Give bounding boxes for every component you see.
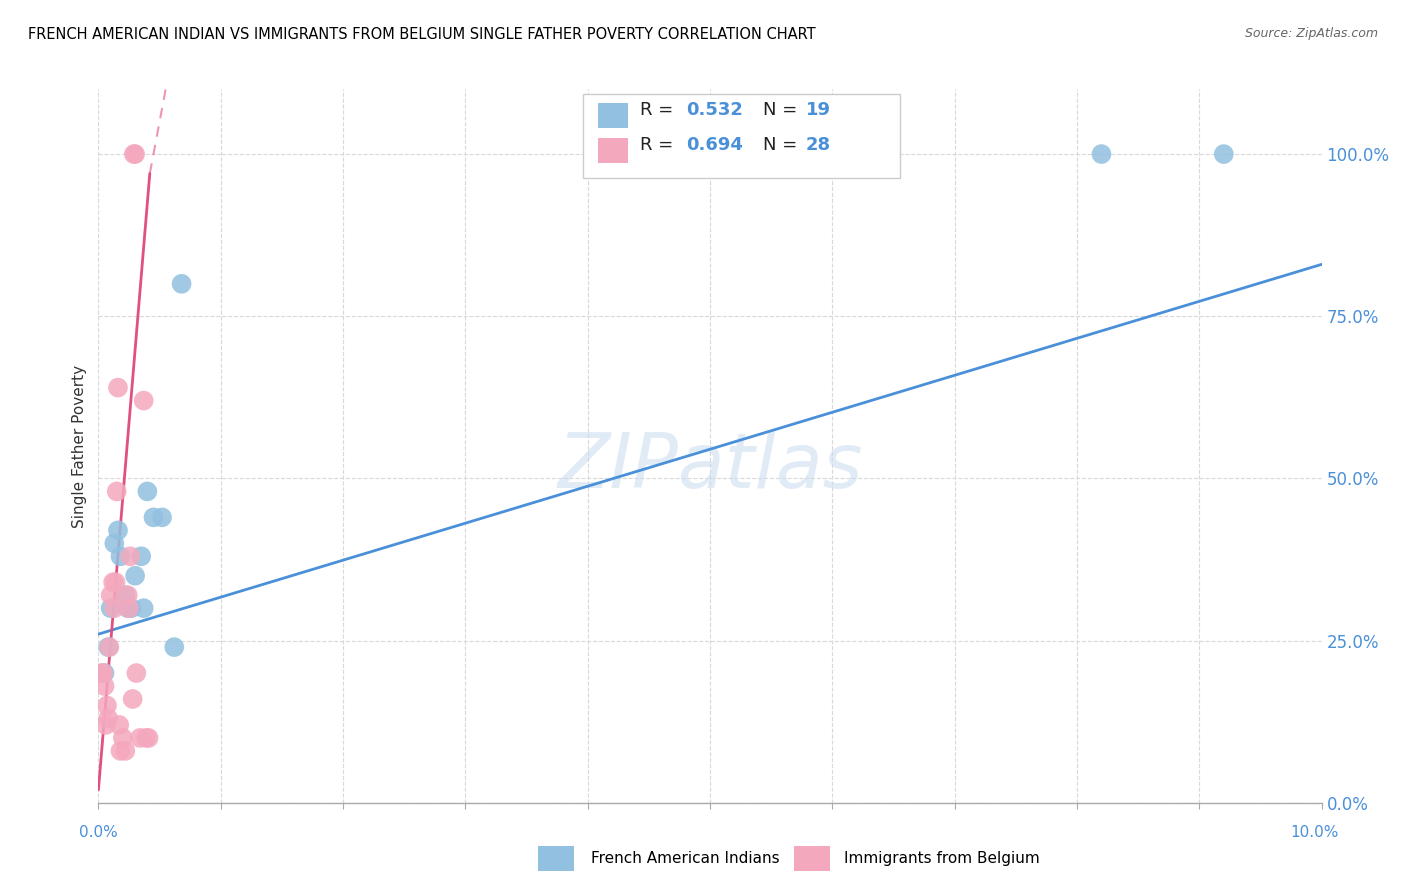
Point xyxy=(114,744,136,758)
Point xyxy=(93,666,115,681)
Y-axis label: Single Father Poverty: Single Father Poverty xyxy=(72,365,87,527)
Point xyxy=(132,393,155,408)
Point xyxy=(117,588,139,602)
Point xyxy=(110,549,132,564)
Point xyxy=(129,549,152,564)
Point xyxy=(104,575,127,590)
Point xyxy=(90,666,112,681)
Text: 19: 19 xyxy=(806,101,831,119)
Text: N =: N = xyxy=(763,101,803,119)
Point xyxy=(124,147,146,161)
Text: R =: R = xyxy=(640,101,679,119)
Point xyxy=(98,640,121,654)
Point xyxy=(163,640,186,654)
Point xyxy=(105,484,128,499)
Point xyxy=(117,601,139,615)
Point xyxy=(97,640,120,654)
Point xyxy=(132,601,155,615)
Point xyxy=(93,679,115,693)
Point xyxy=(94,718,117,732)
Point xyxy=(150,510,173,524)
Text: R =: R = xyxy=(640,136,679,154)
Point xyxy=(101,575,124,590)
Point xyxy=(100,601,122,615)
Point xyxy=(103,536,125,550)
Text: Immigrants from Belgium: Immigrants from Belgium xyxy=(844,851,1039,865)
Point xyxy=(118,601,141,615)
Point xyxy=(1090,147,1112,161)
Point xyxy=(136,484,159,499)
Point xyxy=(142,510,165,524)
Point xyxy=(107,381,129,395)
Point xyxy=(124,568,146,582)
Text: ZIPatlas: ZIPatlas xyxy=(557,431,863,504)
Text: 28: 28 xyxy=(806,136,831,154)
Point xyxy=(100,588,122,602)
Point xyxy=(96,698,118,713)
Point xyxy=(111,731,134,745)
Point xyxy=(103,601,125,615)
Text: 0.694: 0.694 xyxy=(686,136,742,154)
Point xyxy=(114,588,136,602)
Text: N =: N = xyxy=(763,136,803,154)
Point xyxy=(120,601,142,615)
Text: 10.0%: 10.0% xyxy=(1291,825,1339,840)
Point xyxy=(138,731,160,745)
Point xyxy=(97,711,120,725)
Text: 0.532: 0.532 xyxy=(686,101,742,119)
Point xyxy=(125,666,148,681)
Text: 0.0%: 0.0% xyxy=(79,825,118,840)
Text: Source: ZipAtlas.com: Source: ZipAtlas.com xyxy=(1244,27,1378,40)
Text: French American Indians: French American Indians xyxy=(591,851,779,865)
Point xyxy=(129,731,152,745)
Point xyxy=(135,731,157,745)
Point xyxy=(110,744,132,758)
Point xyxy=(120,549,142,564)
Point xyxy=(122,147,145,161)
Point xyxy=(170,277,193,291)
Point xyxy=(107,524,129,538)
Point xyxy=(1212,147,1234,161)
Point xyxy=(121,692,143,706)
Text: FRENCH AMERICAN INDIAN VS IMMIGRANTS FROM BELGIUM SINGLE FATHER POVERTY CORRELAT: FRENCH AMERICAN INDIAN VS IMMIGRANTS FRO… xyxy=(28,27,815,42)
Point xyxy=(108,718,131,732)
Point xyxy=(91,666,114,681)
